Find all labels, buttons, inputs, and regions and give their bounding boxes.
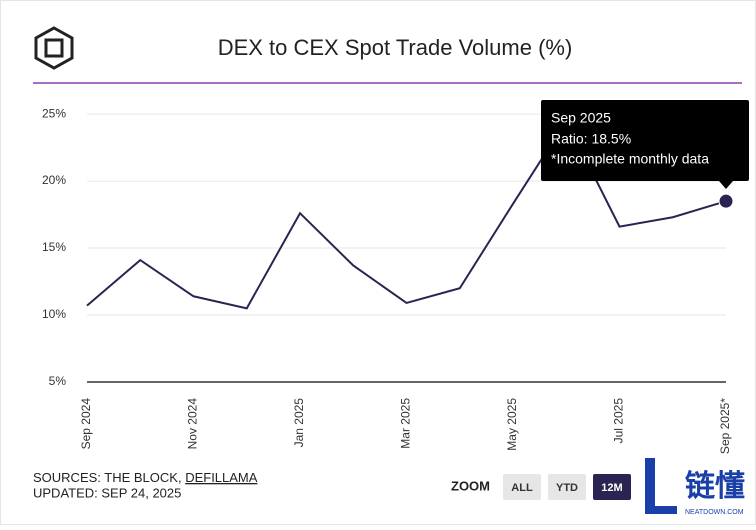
chart-title: DEX to CEX Spot Trade Volume (%) <box>218 35 573 60</box>
x-tick-label: Jan 2025 <box>292 398 306 448</box>
y-tick-label: 15% <box>42 240 66 254</box>
watermark: 链懂 <box>685 469 745 503</box>
x-tick-label: Nov 2024 <box>186 398 200 450</box>
zoom-button-label: 12M <box>601 482 622 494</box>
tooltip-box <box>541 100 749 181</box>
x-tick-label: Sep 2025* <box>718 398 732 454</box>
sources-text: SOURCES: THE BLOCK, <box>33 470 185 485</box>
zoom-button-label: YTD <box>556 482 578 494</box>
tooltip-title: Sep 2025 <box>551 110 611 126</box>
x-tick-label: Jul 2025 <box>612 398 626 444</box>
zoom-button[interactable] <box>593 474 631 500</box>
y-tick-label: 5% <box>49 374 67 388</box>
zoom-label: ZOOM <box>451 478 490 493</box>
y-tick-label: 25% <box>42 106 66 120</box>
tooltip-line: *Incomplete monthly data <box>551 151 709 167</box>
y-tick-label: 10% <box>42 307 66 321</box>
y-tick-label: 20% <box>42 173 66 187</box>
x-tick-label: May 2025 <box>505 398 519 451</box>
x-tick-label: Sep 2024 <box>79 398 93 450</box>
highlight-point <box>718 193 734 209</box>
watermark-sub: NEATDOWN.COM <box>685 509 744 516</box>
updated: UPDATED: SEP 24, 2025 <box>33 485 181 500</box>
tooltip: Sep 2025 Ratio: 18.5% *Incomplete monthly … <box>541 100 749 189</box>
x-tick-label: Mar 2025 <box>399 398 413 449</box>
sources: SOURCES: THE BLOCK, DEFILLAMA <box>33 470 258 485</box>
series-line <box>86 118 727 310</box>
zoom-button[interactable] <box>548 474 586 500</box>
tooltip-line: Ratio: 18.5% <box>551 131 631 147</box>
logo <box>34 26 74 70</box>
watermark-icon <box>645 458 677 514</box>
zoom-button-label: ALL <box>511 482 533 494</box>
tooltip-arrow <box>719 181 733 189</box>
zoom-button[interactable] <box>503 474 541 500</box>
sources-link[interactable]: DEFILLAMA <box>185 470 258 485</box>
